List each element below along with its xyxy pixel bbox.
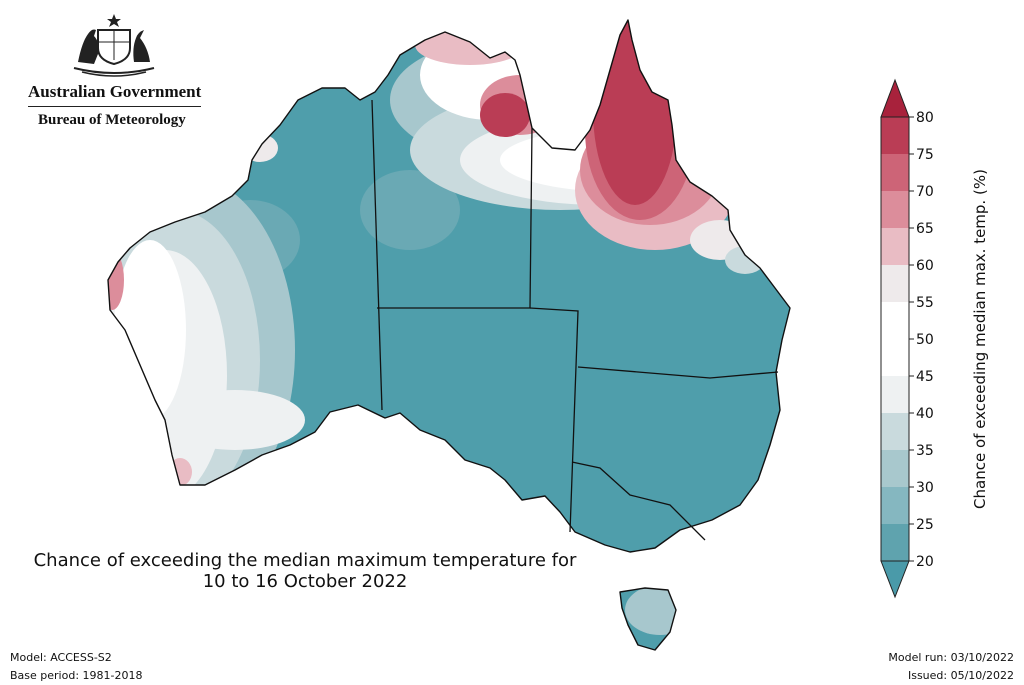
model-label: Model: ACCESS-S2 [10, 651, 112, 664]
legend-band [881, 117, 909, 154]
model-run-label: Model run: 03/10/2022 [888, 651, 1014, 664]
legend-band [881, 524, 909, 561]
legend-tick-label: 30 [916, 480, 934, 496]
legend-band [881, 487, 909, 524]
map-title-line1: Chance of exceeding the median maximum t… [34, 550, 577, 571]
coat-of-arms-icon [73, 14, 155, 77]
legend-tick-label: 80 [916, 110, 934, 126]
legend-tick-label: 75 [916, 147, 934, 163]
legend-arrow-top [880, 78, 910, 118]
government-name: Australian Government [28, 82, 202, 101]
legend-band [881, 265, 909, 302]
legend-band [881, 450, 909, 487]
legend-band [881, 339, 909, 376]
bom-logo: Australian Government Bureau of Meteorol… [20, 10, 210, 135]
legend-band [881, 228, 909, 265]
legend-tick-label: 65 [916, 221, 934, 237]
legend-band [881, 302, 909, 339]
legend-band [881, 154, 909, 191]
australia-forecast-map: Chance of exceeding the median maximum t… [34, 19, 791, 651]
legend-tick-label: 50 [916, 332, 934, 348]
base-period-label: Base period: 1981-2018 [10, 669, 143, 682]
state-borders [371, 99, 779, 541]
legend-band [881, 376, 909, 413]
legend-tick-label: 20 [916, 554, 934, 570]
map-title-line2: 10 to 16 October 2022 [203, 571, 408, 592]
legend-tick-label: 25 [916, 517, 934, 533]
legend-tick-label: 60 [916, 258, 934, 274]
legend-tick-label: 55 [916, 295, 934, 311]
legend-title: Chance of exceeding median max. temp. (%… [971, 169, 989, 509]
legend-tick-label: 40 [916, 406, 934, 422]
legend-band [881, 191, 909, 228]
issued-label: Issued: 05/10/2022 [907, 669, 1014, 682]
legend-band [881, 413, 909, 450]
agency-name: Bureau of Meteorology [38, 112, 186, 128]
forecast-shading [108, 20, 790, 650]
legend-tick-label: 45 [916, 369, 934, 385]
legend-tick-label: 35 [916, 443, 934, 459]
legend-arrow-bottom [880, 560, 910, 599]
legend-tick-label: 70 [916, 184, 934, 200]
legend-colorbar: 80 75 70 65 60 55 50 45 40 35 30 25 20 Chance of exc… [880, 78, 989, 599]
logo-divider [28, 106, 201, 107]
